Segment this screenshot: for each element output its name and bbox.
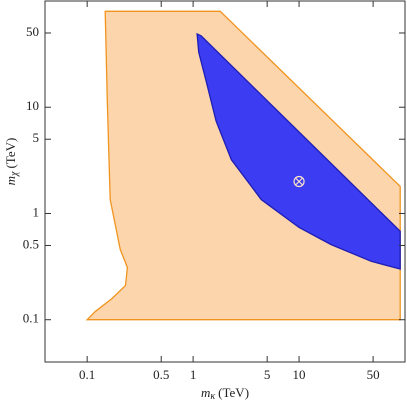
x-axis-label: mκ (TeV) [201, 385, 249, 402]
axis-symbol: m [3, 176, 18, 185]
axis-symbol: m [201, 385, 210, 400]
y-tick-label: 50 [26, 24, 39, 39]
marker-cross [295, 177, 303, 186]
y-tick-label: 0.5 [23, 236, 39, 251]
x-tick-label: 5 [264, 367, 271, 382]
marker [293, 175, 305, 188]
axis-subscript: κ [210, 391, 215, 402]
x-tick-label: 1 [190, 367, 197, 382]
x-tick-label: 0.5 [153, 367, 169, 382]
y-tick-label: 5 [33, 130, 40, 145]
axis-unit: (TeV) [218, 385, 249, 400]
axis-unit: (TeV) [3, 138, 18, 169]
y-tick-label: 1 [33, 204, 40, 219]
y-axis-label: mχ (TeV) [3, 138, 20, 186]
plot-frame [44, 0, 406, 363]
region [196, 32, 401, 270]
axis-subscript: χ [9, 171, 20, 177]
x-tick-label: 10 [293, 367, 306, 382]
y-tick-label: 10 [26, 98, 39, 113]
x-tick-label: 0.1 [79, 367, 95, 382]
x-tick-label: 50 [367, 367, 380, 382]
marker-circle [293, 175, 305, 188]
y-tick-label: 0.1 [23, 311, 39, 326]
